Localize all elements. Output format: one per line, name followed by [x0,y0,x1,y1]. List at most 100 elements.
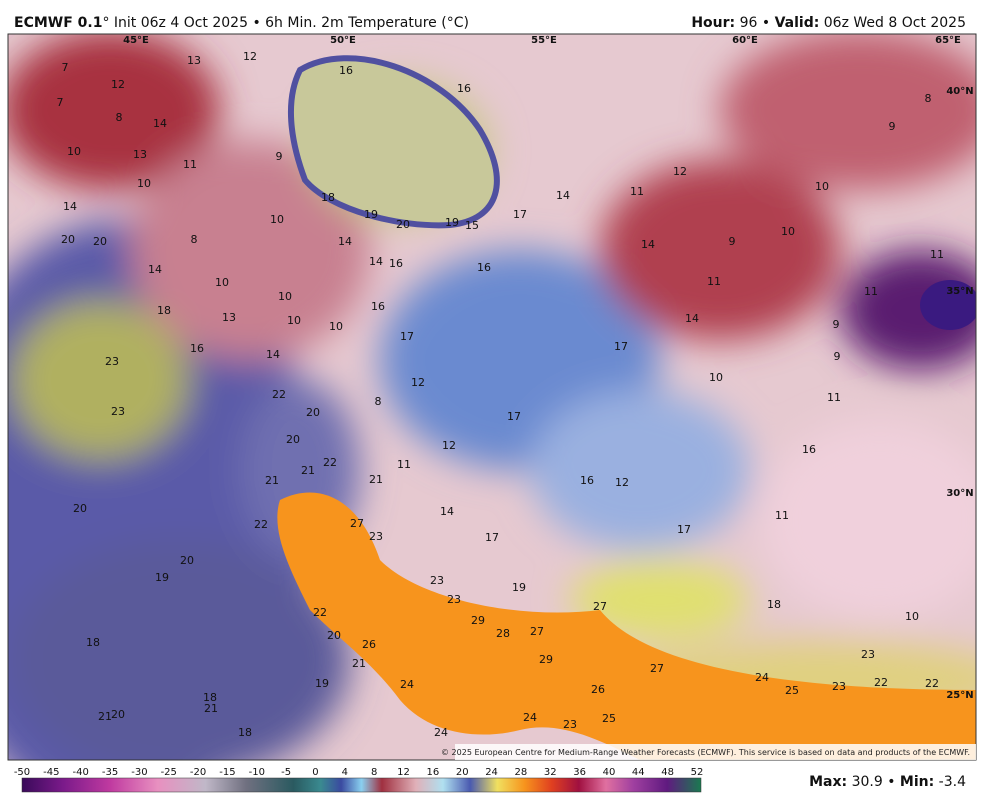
temperature-label: 22 [272,388,286,401]
temperature-label: 18 [767,598,781,611]
temperature-label: 17 [400,330,414,343]
min-value: -3.4 [939,774,966,790]
header-right: Hour: 96 • Valid: 06z Wed 8 Oct 2025 [691,15,966,31]
temperature-label: 18 [321,191,335,204]
temperature-label: 16 [190,342,204,355]
colorbar-tick-label: -5 [281,767,291,778]
header-left: ECMWF 0.1° Init 06z 4 Oct 2025 • 6h Min.… [14,15,469,31]
temperature-label: 16 [802,443,816,456]
temperature-label: 21 [301,464,315,477]
temperature-label: 28 [496,627,510,640]
grid-label: 55°E [531,35,557,46]
temperature-label: 18 [203,691,217,704]
temperature-label: 22 [323,456,337,469]
temperature-label: 23 [369,530,383,543]
colorbar-tick-label: -25 [161,767,177,778]
temperature-label: 10 [215,276,229,289]
temperature-label: 25 [785,684,799,697]
temperature-label: 26 [591,683,605,696]
colorbar-tick-label: 24 [485,767,498,778]
grid-label: 25°N [946,690,973,701]
temperature-label: 8 [375,395,382,408]
grid-label: 60°E [732,35,758,46]
temperature-label: 14 [338,235,352,248]
temperature-label: 14 [148,263,162,276]
temperature-label: 16 [457,82,471,95]
temperature-label: 7 [62,61,69,74]
temperature-label: 20 [286,433,300,446]
temperature-label: 14 [440,505,454,518]
temperature-label: 15 [465,219,479,232]
temperature-label: 24 [523,711,537,724]
colorbar-tick-label: 40 [603,767,616,778]
temperature-label: 11 [775,509,789,522]
temperature-label: 18 [157,304,171,317]
temperature-label: 10 [781,225,795,238]
temperature-label: 27 [350,517,364,530]
temperature-label: 27 [530,625,544,638]
temperature-label: 13 [222,311,236,324]
temperature-label: 18 [86,636,100,649]
temperature-label: 17 [485,531,499,544]
temperature-label: 14 [63,200,77,213]
temperature-label: 11 [930,248,944,261]
colorbar-tick-label: -20 [190,767,206,778]
temperature-label: 25 [602,712,616,725]
min-label: Min: [900,774,934,790]
temperature-label: 10 [67,145,81,158]
temperature-label: 23 [832,680,846,693]
temperature-label: 10 [709,371,723,384]
temperature-label: 18 [238,726,252,739]
temperature-label: 10 [137,177,151,190]
temperature-label: 11 [183,158,197,171]
separator: • [887,774,895,790]
temperature-label: 21 [204,702,218,715]
colorbar-tick-label: 8 [371,767,377,778]
temperature-label: 19 [315,677,329,690]
temperature-label: 19 [364,208,378,221]
temperature-label: 10 [278,290,292,303]
temperature-label: 11 [630,185,644,198]
colorbar-tick-label: 4 [342,767,348,778]
temperature-label: 22 [254,518,268,531]
temperature-label: 21 [369,473,383,486]
temperature-label: 17 [513,208,527,221]
temperature-label: 20 [180,554,194,567]
colorbar-tick-label: -40 [73,767,89,778]
temperature-label: 20 [93,235,107,248]
map-area [8,34,976,760]
temperature-label: 29 [471,614,485,627]
temperature-label: 11 [397,458,411,471]
valid-label: Valid: [775,15,820,31]
temperature-label: 21 [98,710,112,723]
temperature-label: 9 [729,235,736,248]
temperature-label: 16 [371,300,385,313]
temperature-label: 17 [677,523,691,536]
temperature-label: 23 [861,648,875,661]
temperature-label: 19 [155,571,169,584]
colorbar-tick-label: 32 [544,767,557,778]
temperature-label: 22 [874,676,888,689]
temperature-label: 19 [445,216,459,229]
temperature-label: 14 [556,189,570,202]
temperature-label: 12 [615,476,629,489]
temperature-label: 7 [57,96,64,109]
colorbar-tick-label: 52 [691,767,704,778]
colorbar-tick-label: -10 [249,767,265,778]
colorbar-tick-label: -45 [43,767,59,778]
temperature-label: 9 [889,120,896,133]
temperature-label: 21 [352,657,366,670]
temperature-label: 8 [191,233,198,246]
temperature-label: 12 [411,376,425,389]
temperature-label: 14 [266,348,280,361]
colorbar [21,777,702,793]
temperature-label: 23 [447,593,461,606]
temperature-label: 16 [389,257,403,270]
grid-label: 30°N [946,488,973,499]
temperature-label: 16 [580,474,594,487]
temperature-label: 26 [362,638,376,651]
temperature-label: 16 [477,261,491,274]
temperature-label: 14 [641,238,655,251]
temperature-label: 20 [396,218,410,231]
